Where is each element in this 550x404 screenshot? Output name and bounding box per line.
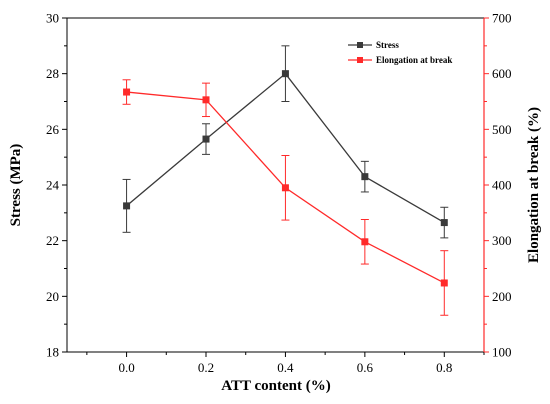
x-axis-title: ATT content (%) bbox=[221, 378, 330, 394]
y-right-tick-label: 500 bbox=[492, 122, 512, 137]
y-left-tick-label: 24 bbox=[46, 178, 60, 193]
x-tick-label: 0.6 bbox=[357, 360, 374, 375]
x-tick-label: 0.4 bbox=[277, 360, 294, 375]
legend-marker-elongation-at-break bbox=[357, 57, 363, 63]
x-tick-label: 0.0 bbox=[118, 360, 134, 375]
y-left-tick-label: 22 bbox=[46, 233, 59, 248]
elongation-at-break-point bbox=[440, 279, 448, 287]
y-left-tick-label: 28 bbox=[46, 66, 59, 81]
y-right-tick-label: 400 bbox=[492, 178, 512, 193]
y-left-tick-label: 26 bbox=[46, 122, 60, 137]
elongation-at-break-point bbox=[202, 96, 210, 104]
y-right-tick-label: 300 bbox=[492, 233, 512, 248]
axes: 0.0 0.2 0.4 0.6 0.8 18 20 22 24 26 28 30 100 200 300 40… bbox=[46, 11, 512, 376]
elongation-at-break-point bbox=[361, 238, 369, 246]
elongation-at-break-point bbox=[281, 184, 289, 192]
y-right-tick-label: 100 bbox=[492, 345, 512, 360]
y-left-tick-label: 18 bbox=[46, 345, 59, 360]
stress-point bbox=[361, 173, 369, 181]
elongation-at-break-point bbox=[123, 88, 131, 96]
stress-point bbox=[202, 135, 210, 143]
stress-point bbox=[440, 219, 448, 227]
y-left-tick-label: 30 bbox=[46, 11, 59, 26]
legend-marker-stress bbox=[357, 42, 363, 48]
x-tick-label: 0.2 bbox=[198, 360, 214, 375]
y-right-tick-label: 700 bbox=[492, 11, 512, 26]
y-left-tick-label: 20 bbox=[46, 289, 59, 304]
y-axis-right-title: Elongation at break (%) bbox=[526, 107, 542, 263]
y-right-tick-label: 200 bbox=[492, 289, 512, 304]
legend: Stress Elongation at break bbox=[348, 40, 452, 65]
legend-label-stress: Stress bbox=[376, 40, 399, 50]
y-axis-left-title: Stress (MPa) bbox=[8, 144, 24, 227]
legend-label-elongation-at-break: Elongation at break bbox=[376, 55, 452, 65]
series-layer bbox=[122, 45, 449, 316]
stress-point bbox=[281, 70, 289, 78]
stress-point bbox=[123, 202, 131, 210]
x-tick-label: 0.8 bbox=[436, 360, 452, 375]
y-right-tick-label: 600 bbox=[492, 66, 512, 81]
